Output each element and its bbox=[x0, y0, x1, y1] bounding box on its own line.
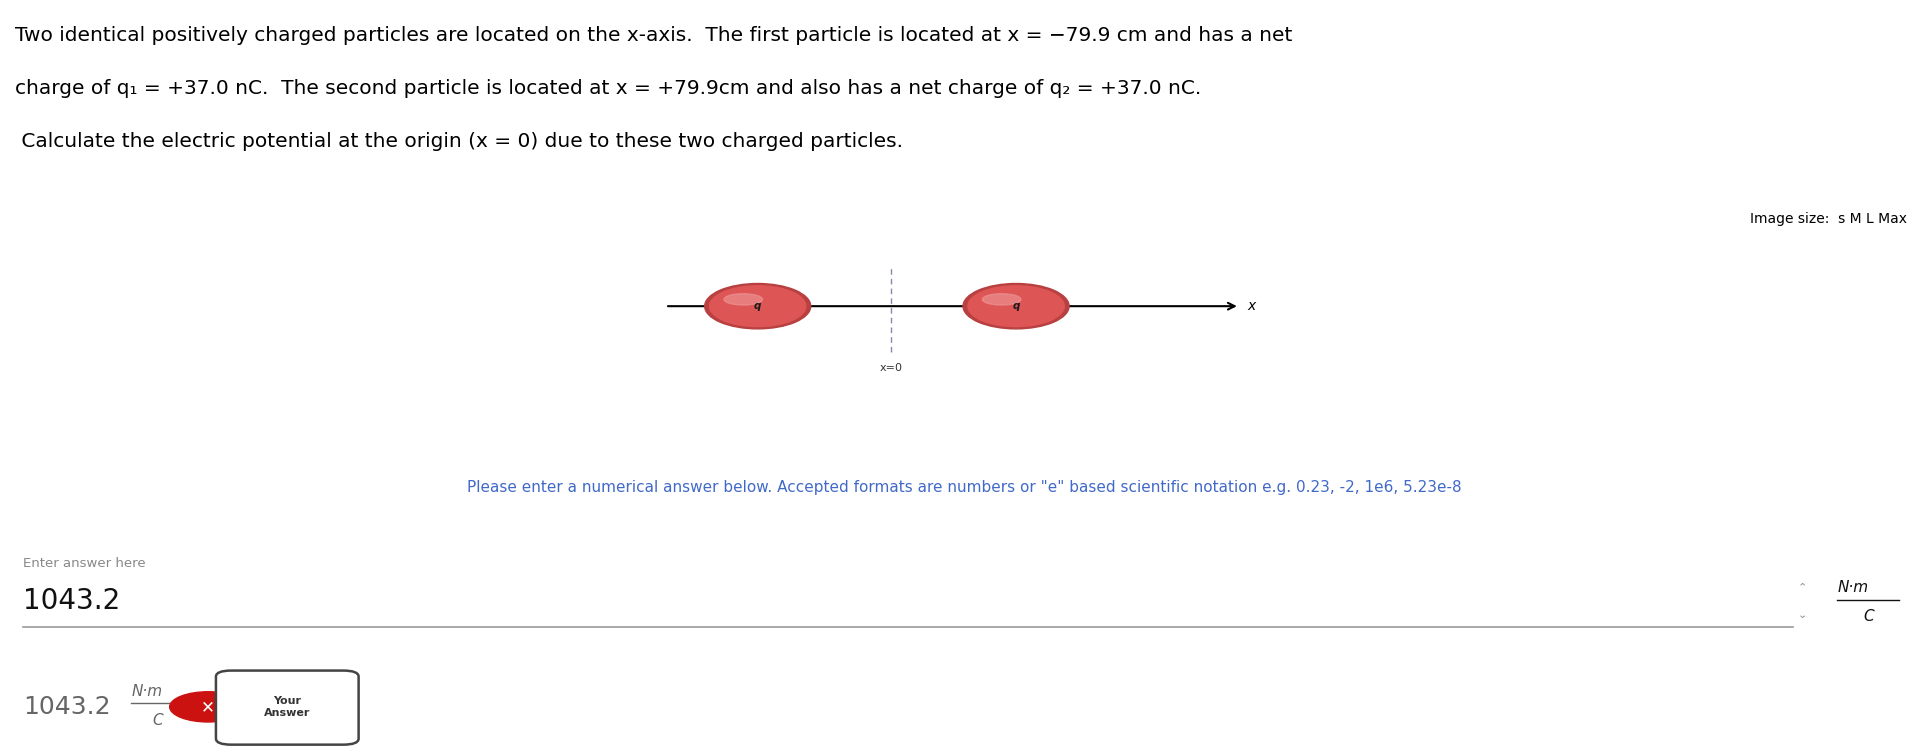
Text: x: x bbox=[1247, 299, 1255, 313]
Ellipse shape bbox=[968, 286, 1064, 327]
Text: charge of q₁ = +37.0 nC.  The second particle is located at x = +79.9cm and also: charge of q₁ = +37.0 nC. The second part… bbox=[15, 79, 1201, 98]
Text: x=0: x=0 bbox=[879, 363, 902, 373]
Ellipse shape bbox=[725, 294, 763, 305]
Ellipse shape bbox=[710, 286, 806, 327]
Text: N·m: N·m bbox=[1837, 580, 1868, 595]
Text: ✕: ✕ bbox=[201, 698, 216, 716]
Text: ⌄: ⌄ bbox=[1799, 609, 1807, 620]
Text: 1043.2: 1043.2 bbox=[23, 695, 110, 719]
Text: q: q bbox=[754, 301, 762, 311]
Circle shape bbox=[170, 692, 247, 722]
Text: Please enter a numerical answer below. Accepted formats are numbers or "e" based: Please enter a numerical answer below. A… bbox=[467, 480, 1461, 495]
Text: Two identical positively charged particles are located on the x-axis.  The first: Two identical positively charged particl… bbox=[15, 26, 1294, 45]
Text: 1043.2: 1043.2 bbox=[23, 587, 120, 615]
Text: C: C bbox=[152, 713, 164, 728]
Text: Image size:  s M L Max: Image size: s M L Max bbox=[1751, 212, 1907, 226]
Text: q: q bbox=[1012, 301, 1020, 311]
FancyBboxPatch shape bbox=[216, 671, 359, 745]
Ellipse shape bbox=[983, 294, 1022, 305]
Text: Your
Answer: Your Answer bbox=[264, 696, 310, 718]
Text: ⌃: ⌃ bbox=[1799, 582, 1807, 593]
Text: Calculate the electric potential at the origin (x = 0) due to these two charged : Calculate the electric potential at the … bbox=[15, 132, 904, 151]
Text: Enter answer here: Enter answer here bbox=[23, 556, 147, 570]
Text: C: C bbox=[1862, 609, 1874, 624]
Ellipse shape bbox=[706, 284, 812, 329]
Text: N·m: N·m bbox=[131, 684, 162, 699]
Ellipse shape bbox=[964, 284, 1068, 329]
